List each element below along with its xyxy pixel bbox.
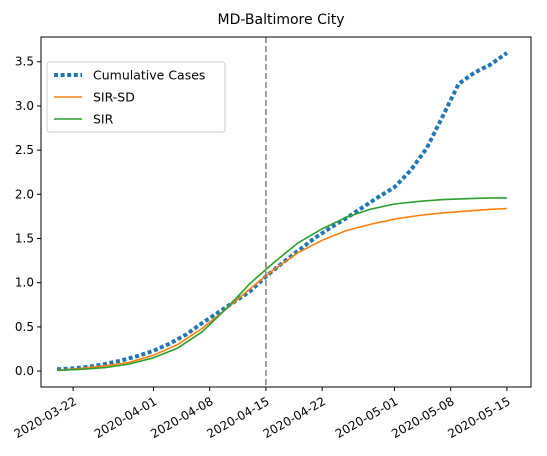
x-tick-label: 2020-04-15: [204, 394, 271, 441]
axes-frame: [40, 36, 532, 388]
x-tick-label: 2020-03-22: [12, 394, 79, 441]
series-line-sir-sd: [57, 207, 507, 371]
x-tick-label: 2020-05-01: [333, 394, 400, 441]
y-tick-label: 3.5: [15, 55, 34, 69]
y-tick-label: 1.0: [15, 276, 34, 290]
legend-label-cumulative-cases: Cumulative Cases: [93, 68, 205, 83]
plot-area: [56, 37, 509, 387]
legend-box: [46, 61, 226, 133]
x-tick-label: 2020-04-08: [148, 394, 215, 441]
chart-title: MD-Baltimore City: [217, 12, 344, 28]
y-tick-label: 0.0: [15, 364, 34, 378]
x-tick-label: 2020-05-08: [389, 394, 456, 441]
legend: Cumulative Cases SIR-SD SIR: [46, 61, 226, 133]
y-tick-label: 1.5: [15, 232, 34, 246]
x-tick-label: 2020-04-22: [261, 394, 328, 441]
legend-label-sir: SIR: [93, 112, 114, 127]
legend-label-sir-sd: SIR-SD: [93, 90, 135, 105]
y-tick-label: 3.0: [15, 99, 34, 113]
y-tick-label: 2.0: [15, 187, 34, 201]
series-line-sir: [57, 197, 507, 371]
x-tick-label: 2020-04-01: [92, 394, 159, 441]
y-tick-label: 2.5: [15, 143, 34, 157]
x-tick-label: 2020-05-15: [445, 394, 512, 441]
y-tick-label: 0.5: [15, 320, 34, 334]
